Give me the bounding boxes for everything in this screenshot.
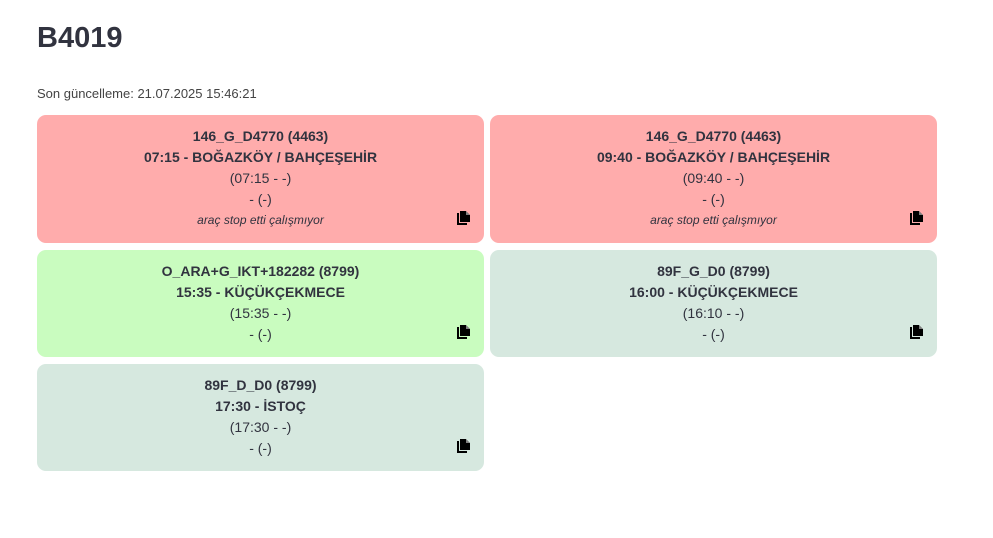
card-line: - (-): [249, 191, 272, 207]
card-line: 09:40 - BOĞAZKÖY / BAHÇEŞEHİR: [596, 149, 831, 165]
card-grid: 146_G_D4770 (4463) 07:15 - BOĞAZKÖY / BAH…: [37, 115, 937, 471]
card-line: 17:30 - İSTOÇ: [215, 398, 306, 414]
trip-card: 89F_G_D0 (8799) 16:00 - KÜÇÜKÇEKMECE (16:1…: [490, 250, 937, 357]
card-line: (16:10 - -): [682, 305, 745, 321]
trip-card: 146_G_D4770 (4463) 09:40 - BOĞAZKÖY / BAH…: [490, 115, 937, 243]
card-line: (17:30 - -): [229, 419, 292, 435]
card-line: - (-): [702, 326, 725, 342]
copy-button[interactable]: [910, 211, 923, 225]
card-line: 146_G_D4770 (4463): [645, 128, 782, 144]
card-line: 89F_G_D0 (8799): [657, 263, 770, 279]
last-updated: Son güncelleme: 21.07.2025 15:46:21: [37, 86, 257, 101]
card-line: O_ARA+G_IKT+182282 (8799): [161, 263, 360, 279]
trip-card: 89F_D_D0 (8799) 17:30 - İSTOÇ (17:30 - -) -…: [37, 364, 484, 471]
card-line: - (-): [702, 191, 725, 207]
card-line: (09:40 - -): [682, 170, 745, 186]
copy-button[interactable]: [910, 325, 923, 339]
card-note: araç stop etti çalışmıyor: [650, 213, 777, 227]
card-line: 146_G_D4770 (4463): [192, 128, 329, 144]
copy-button[interactable]: [457, 325, 470, 339]
trip-card: 146_G_D4770 (4463) 07:15 - BOĞAZKÖY / BAH…: [37, 115, 484, 243]
title: B4019: [37, 22, 123, 54]
card-line: 89F_D_D0 (8799): [204, 377, 317, 393]
copy-button[interactable]: [457, 211, 470, 225]
card-note: araç stop etti çalışmıyor: [197, 213, 324, 227]
card-line: - (-): [249, 440, 272, 456]
card-line: 16:00 - KÜÇÜKÇEKMECE: [629, 284, 798, 300]
copy-button[interactable]: [457, 439, 470, 453]
card-line: (15:35 - -): [229, 305, 292, 321]
card-line: - (-): [249, 326, 272, 342]
card-line: 07:15 - BOĞAZKÖY / BAHÇEŞEHİR: [143, 149, 378, 165]
card-line: (07:15 - -): [229, 170, 292, 186]
card-line: 15:35 - KÜÇÜKÇEKMECE: [176, 284, 345, 300]
trip-card: O_ARA+G_IKT+182282 (8799) 15:35 - KÜÇÜKÇE…: [37, 250, 484, 357]
